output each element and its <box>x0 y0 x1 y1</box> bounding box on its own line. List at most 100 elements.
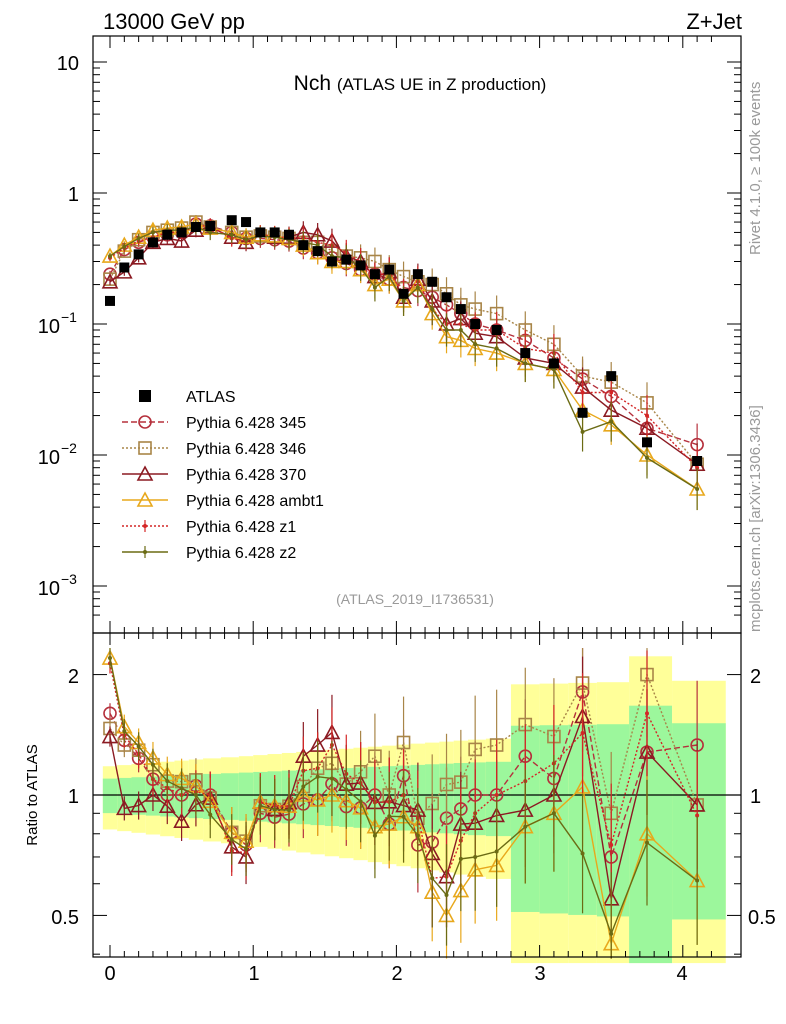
ratio-point-p346 <box>439 777 454 792</box>
atlas-data-point <box>255 227 266 238</box>
ratio-band-inner <box>220 773 239 820</box>
ratio-point-p370 <box>115 799 133 816</box>
ratio-point-z2 <box>258 803 263 808</box>
series-point-z2 <box>229 232 234 237</box>
ratio-point-z1 <box>580 731 585 736</box>
atlas-data-point <box>105 295 115 306</box>
ratio-point-z2 <box>415 833 420 838</box>
series-point-z2 <box>208 230 213 235</box>
atlas-data-point <box>326 256 337 267</box>
atlas-data-point <box>147 237 158 248</box>
atlas-data-point <box>606 371 617 382</box>
ratio-point-z2 <box>108 656 112 661</box>
series-point-z2 <box>580 429 585 434</box>
ratio-point-z2 <box>458 856 463 861</box>
ratio-ylabel: Ratio to ATLAS <box>24 744 41 845</box>
ratio-band-inner <box>596 724 630 917</box>
ratio-point-z2 <box>150 762 155 767</box>
atlas-data-point <box>176 227 187 238</box>
series-point-z2 <box>244 237 249 242</box>
ratio-band-inner <box>102 778 118 814</box>
main-ytick-1e-3: 10 <box>38 578 60 600</box>
header-left: 13000 GeV pp <box>103 9 245 34</box>
main-ytick-1e-1-exp: −1 <box>61 309 77 325</box>
atlas-data-point <box>226 215 237 226</box>
series-point-z2 <box>458 327 463 332</box>
xtick-1: 1 <box>248 963 259 985</box>
series-line-p346 <box>109 221 698 465</box>
legend-label-atlas: ATLAS <box>186 389 236 406</box>
ratio-point-z2 <box>193 793 198 797</box>
atlas-data-point <box>491 324 502 335</box>
ratio-point-z2 <box>609 931 614 936</box>
ratio-point-z2 <box>372 833 377 838</box>
main-panel <box>93 36 741 633</box>
plot-title: Nch (ATLAS UE in Z production) <box>294 72 547 95</box>
plot-title-sub: (ATLAS UE in Z production) <box>337 75 546 94</box>
ratio-point-p370 <box>130 796 147 813</box>
main-ytick-10: 10 <box>57 53 79 75</box>
plot-title-main: Nch <box>294 72 331 95</box>
legend-symbol-p370 <box>136 465 154 481</box>
legend-label-346: Pythia 6.428 346 <box>186 441 306 458</box>
ratio-point-z2 <box>551 811 556 816</box>
atlas-data-point <box>398 288 409 299</box>
ratio-point-z2 <box>430 876 435 881</box>
ratio-point-p370 <box>173 812 190 829</box>
series-point-z2 <box>136 236 141 241</box>
xtick-2: 2 <box>391 963 402 985</box>
series-point-z1 <box>580 390 585 395</box>
ratio-ytick-05-left: 0.5 <box>51 907 79 929</box>
atlas-data-point <box>162 229 173 240</box>
header-right: Z+Jet <box>686 9 742 34</box>
series-point-z2 <box>415 285 420 290</box>
ratio-point-z2 <box>580 851 585 856</box>
atlas-data-point <box>341 254 352 265</box>
side-label-top: Rivet 4.1.0, ≥ 100k events <box>747 82 764 255</box>
legend-symbol-p345 <box>138 415 152 429</box>
ratio-point-z2 <box>301 784 306 789</box>
atlas-data-point <box>369 269 380 280</box>
ratio-band-inner <box>672 723 726 920</box>
atlas-data-point <box>205 220 216 231</box>
atlas-data-point <box>692 455 703 466</box>
series-point-z2 <box>523 361 528 366</box>
atlas-data-point <box>427 276 438 287</box>
series-point-z2 <box>108 254 112 259</box>
series-point-z1 <box>609 390 614 395</box>
atlas-data-point <box>441 292 452 303</box>
main-frame <box>92 35 742 634</box>
ratio-point-z2 <box>358 799 363 804</box>
ratio-point-z1 <box>609 842 614 847</box>
ratio-ytick-1-left: 1 <box>68 786 79 808</box>
ratio-point-z2 <box>344 787 349 792</box>
atlas-data-point <box>312 246 323 257</box>
ratio-point-z1 <box>494 793 499 797</box>
series-point-z2 <box>387 274 392 279</box>
legend-label-370: Pythia 6.428 370 <box>186 467 306 484</box>
ratio-point-p370 <box>158 797 176 814</box>
legend-label-345: Pythia 6.428 345 <box>186 415 306 432</box>
ratio-point-z2 <box>523 824 528 829</box>
ratio-point-z2 <box>272 807 277 812</box>
legend-symbol-p346 <box>138 441 152 455</box>
analysis-id: (ATLAS_2019_I1736531) <box>336 591 494 607</box>
ratio-point-z2 <box>695 878 700 883</box>
ratio-ytick-2-right: 2 <box>750 666 761 688</box>
series-point-z2 <box>695 487 700 492</box>
ratio-point-ambt1 <box>574 778 591 794</box>
ratio-point-p370 <box>144 786 162 802</box>
ratio-point-z2 <box>179 786 184 791</box>
ratio-point-z2 <box>401 814 406 819</box>
legend-label-z1: Pythia 6.428 z1 <box>186 519 296 536</box>
ratio-band-inner <box>485 761 511 837</box>
ratio-point-z2 <box>387 814 392 819</box>
side-label-bottom: mcplots.cern.ch [arXiv:1306.3436] <box>747 405 764 632</box>
main-ytick-1e-2: 10 <box>38 447 60 469</box>
ratio-ytick-05-right: 0.5 <box>748 907 776 929</box>
main-ytick-1e-2-exp: −2 <box>61 440 77 456</box>
ratio-point-z2 <box>494 849 499 854</box>
ratio-point-p346 <box>468 742 482 757</box>
atlas-data-point <box>298 240 309 251</box>
xtick-0: 0 <box>104 963 115 985</box>
